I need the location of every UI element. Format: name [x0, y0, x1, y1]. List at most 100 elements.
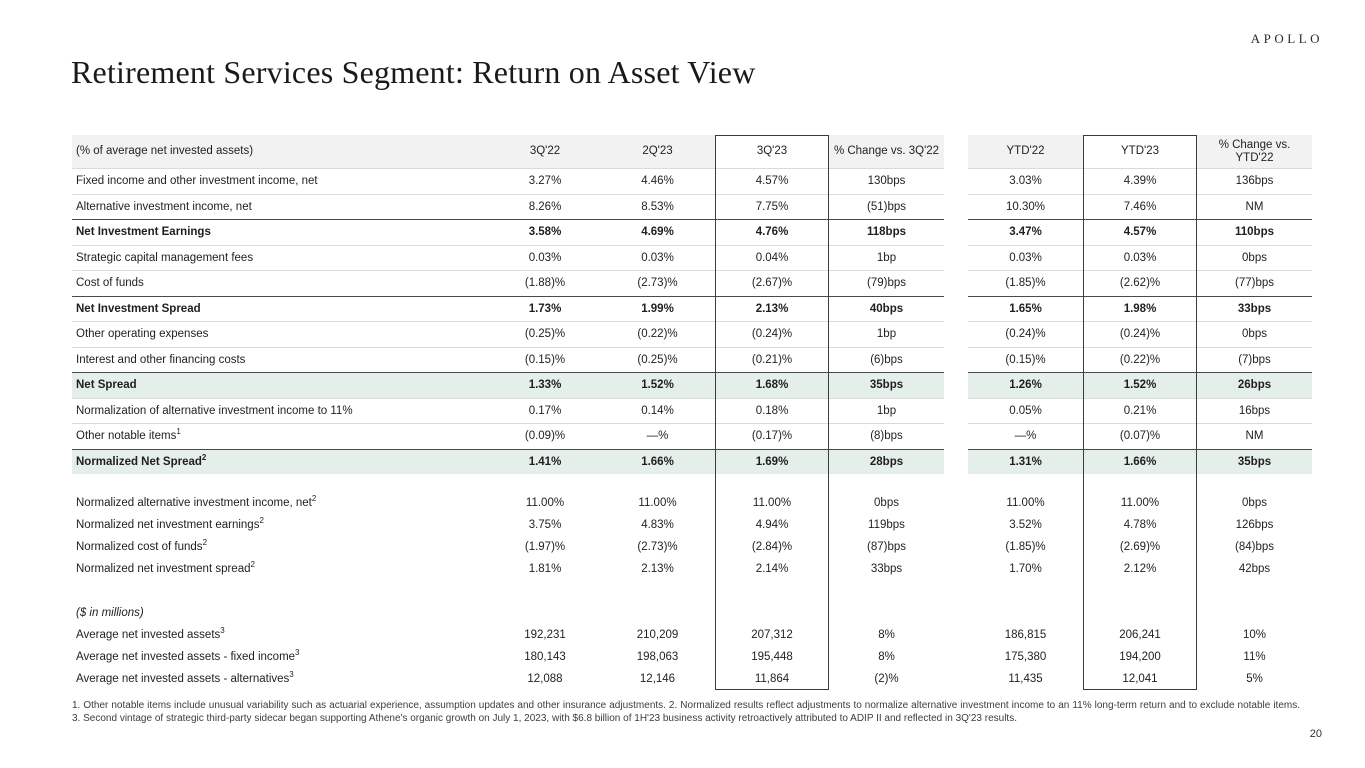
table-cell: [715, 602, 829, 624]
table-cell: 2.13%: [715, 295, 829, 322]
table-cell: 12,088: [527, 673, 563, 685]
table-cell: (0.24)%: [715, 321, 829, 348]
table-cell: 10.30%: [1005, 200, 1045, 213]
table-cell: (0.09)%: [524, 430, 566, 443]
table-cell: (6)bps: [870, 353, 903, 366]
table-cell: 0bps: [1197, 245, 1312, 271]
column-gap: [944, 270, 968, 296]
table-cell: (0.17)%: [751, 430, 793, 443]
table-cell: (2)%: [874, 673, 899, 685]
table-cell: 4.83%: [641, 519, 674, 531]
footnote: 1. Other notable items include unusual v…: [72, 700, 1300, 724]
column-gap: [944, 168, 968, 194]
spacer-row: [72, 474, 1312, 492]
table-cell: (1.85)%: [1005, 541, 1046, 553]
table-cell: 1.52%: [600, 372, 715, 399]
table-cell: 26bps: [1197, 372, 1312, 399]
table-cell: 1.52%: [1083, 372, 1197, 399]
row-label: Normalized alternative investment income…: [76, 494, 317, 509]
row-label: Net Investment Earnings: [72, 219, 490, 246]
table-row: Other operating expenses (0.25)% (0.22)% (0…: [72, 321, 1312, 348]
table-cell: 11,435: [1008, 673, 1043, 685]
table-row: Average net invested assets3 192,231 210,2…: [72, 624, 1312, 646]
table-cell: (2.62)%: [1119, 277, 1161, 290]
footnote-marker: 3: [295, 648, 300, 658]
column-gap: [944, 449, 968, 474]
table-row: ($ in millions): [72, 602, 1312, 624]
table-row: Net Spread 1.33% 1.52% 1.68% 35bps 1.26% 1.52%…: [72, 372, 1312, 399]
table-row: Strategic capital management fees 0.03% 0.…: [72, 245, 1312, 271]
table-cell: 2.12%: [1123, 563, 1157, 575]
footnote-marker: 1: [176, 427, 181, 437]
table-row: Normalized alternative investment income…: [72, 492, 1312, 514]
table-cell: 1bp: [829, 245, 944, 271]
table-cell: 5%: [1246, 673, 1263, 685]
row-label: Normalized net investment earnings2: [76, 516, 264, 531]
table-cell: 175,380: [1004, 651, 1047, 663]
row-label: Average net invested assets - fixed inco…: [76, 648, 300, 663]
column-header: 2Q'23: [600, 135, 715, 169]
row-label: Other notable items1: [76, 427, 181, 443]
table-row: Net Investment Earnings 3.58% 4.69% 4.76% 11…: [72, 219, 1312, 246]
table-row: Interest and other financing costs (0.15)…: [72, 347, 1312, 373]
table-cell: 4.69%: [600, 219, 715, 246]
table-cell: 11.00%: [752, 497, 792, 509]
table-cell: 2.13%: [641, 563, 674, 575]
page-title: Retirement Services Segment: Return on A…: [71, 54, 756, 90]
row-label: Normalized Net Spread2: [72, 448, 490, 474]
row-label: ($ in millions): [76, 607, 144, 619]
table-cell: (0.25)%: [490, 321, 600, 348]
footnote-marker: 2: [202, 538, 208, 548]
table-cell: 3.03%: [968, 168, 1083, 195]
column-header: % Change vs. 3Q'22: [829, 135, 944, 169]
column-header: 3Q'23: [715, 135, 829, 169]
table-cell: [1083, 602, 1197, 624]
table-cell: 4.39%: [1083, 168, 1197, 195]
table-cell: 118bps: [829, 219, 944, 246]
table-row: Normalized Net Spread2 1.41% 1.66% 1.69% 28b…: [72, 448, 1312, 474]
table-cell: 0.03%: [968, 245, 1083, 271]
row-label: Average net invested assets3: [76, 626, 225, 641]
table-cell: 0.14%: [600, 398, 715, 424]
table-cell: 0.21%: [1083, 398, 1197, 424]
table-cell: 1.81%: [528, 563, 562, 575]
table-cell: 0.17%: [490, 398, 600, 424]
table-cell: (2.69)%: [1119, 541, 1161, 553]
table-cell: 12,041: [1122, 673, 1158, 685]
table-cell: 0.03%: [600, 245, 715, 271]
table-cell: 40bps: [829, 295, 944, 322]
roa-table: (% of average net invested assets) 3Q'22 2…: [72, 135, 1312, 690]
table-cell: (7)bps: [1238, 353, 1271, 366]
row-label: Strategic capital management fees: [72, 245, 490, 271]
table-cell: (2.67)%: [751, 277, 793, 290]
roa-table-container: (% of average net invested assets) 3Q'22 2…: [72, 135, 1312, 690]
table-cell: 3.58%: [490, 219, 600, 246]
table-cell: 35bps: [829, 372, 944, 399]
table-cell: (0.22)%: [1119, 353, 1161, 366]
table-cell: 206,241: [1119, 629, 1161, 641]
table-cell: 0.18%: [715, 398, 829, 424]
table-cell: 136bps: [1197, 168, 1312, 195]
footnote-marker: 2: [201, 452, 207, 462]
table-cell: [490, 602, 600, 624]
table-cell: 16bps: [1197, 398, 1312, 424]
table-cell: 0bps: [874, 497, 899, 509]
table-cell: [829, 602, 944, 624]
column-gap: [944, 372, 968, 398]
table-cell: 33bps: [1197, 295, 1312, 322]
table-cell: (1.88)%: [524, 277, 566, 290]
table-row: Average net invested assets - fixed inco…: [72, 646, 1312, 668]
table-cell: [1197, 602, 1312, 624]
table-cell: (2.73)%: [637, 277, 678, 290]
table-cell: 0.04%: [715, 245, 829, 271]
column-gap: [944, 398, 968, 424]
column-header: % Change vs. YTD'22: [1197, 135, 1312, 169]
apollo-logo: APOLLO: [1250, 31, 1323, 46]
row-label: Average net invested assets - alternativ…: [76, 670, 294, 685]
table-cell: 35bps: [1197, 448, 1312, 474]
table-row: Normalized net investment spread2 1.81% 2.…: [72, 558, 1312, 580]
table-cell: —%: [646, 430, 669, 443]
table-cell: 1.70%: [1009, 563, 1042, 575]
table-cell: 3.27%: [490, 168, 600, 195]
table-row: Normalized cost of funds2 (1.97)% (2.73)% (…: [72, 536, 1312, 558]
